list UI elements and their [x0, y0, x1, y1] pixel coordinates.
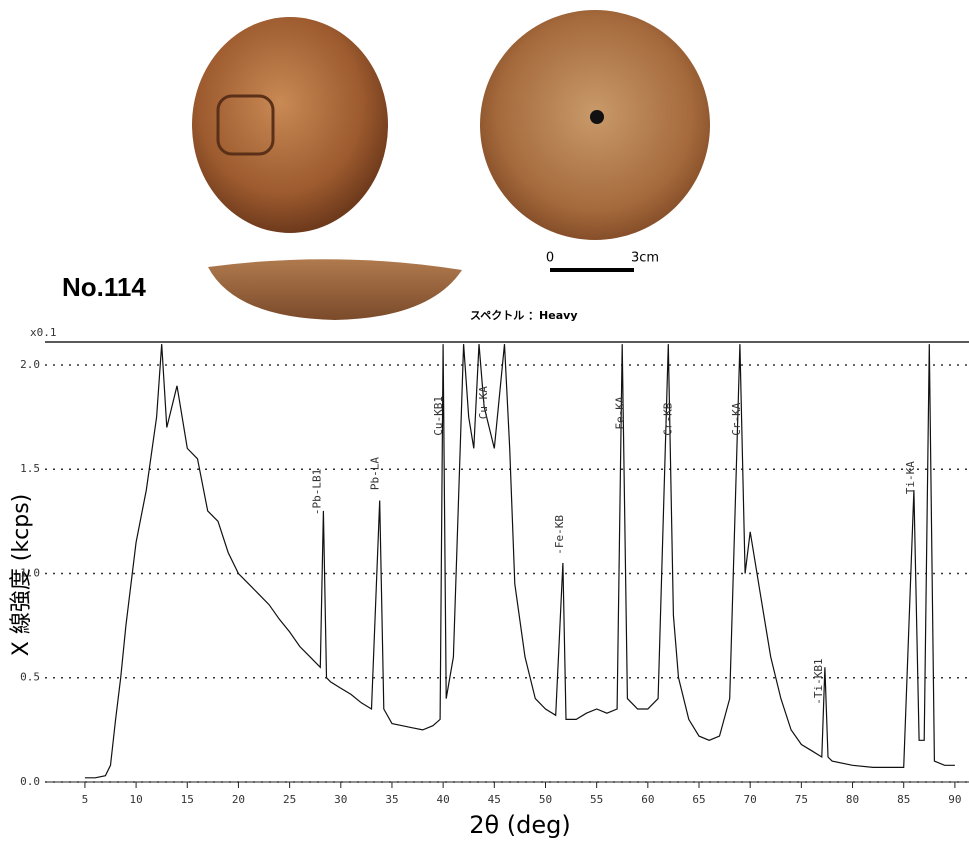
photo-hole — [590, 110, 604, 124]
photo-top — [192, 17, 388, 233]
x-tick-label: 15 — [181, 793, 194, 806]
x-tick-label: 70 — [744, 793, 757, 806]
photo-bottom — [480, 10, 710, 240]
sample-label: No.114 — [62, 272, 146, 302]
x-tick-label: 75 — [795, 793, 808, 806]
photos — [192, 10, 710, 320]
peak-label: Ti-KA — [904, 461, 917, 494]
y-tick-label: 1.5 — [20, 462, 40, 475]
spectrum-label: スペクトル ：Heavy — [470, 309, 578, 322]
y-multiplier: x0.1 — [30, 326, 57, 339]
y-tick-label: 0.5 — [20, 671, 40, 684]
x-tick-label: 60 — [641, 793, 654, 806]
x-tick-label: 80 — [846, 793, 859, 806]
x-tick-label: 65 — [692, 793, 705, 806]
peak-label: -Ti-KB1 — [812, 658, 825, 704]
peak-label: -Pb-LB1 — [310, 469, 323, 515]
scale-length: 3cm — [631, 251, 659, 266]
x-tick-label: 90 — [948, 793, 961, 806]
x-tick-label: 50 — [539, 793, 552, 806]
spectrum-line — [84, 344, 955, 779]
x-tick-label: 10 — [129, 793, 142, 806]
x-tick-label: 55 — [590, 793, 603, 806]
x-tick-label: 45 — [488, 793, 501, 806]
x-tick-label: 25 — [283, 793, 296, 806]
x-tick-label: 40 — [437, 793, 450, 806]
scale-zero: 0 — [546, 251, 554, 266]
peak-label: Cr-KA — [730, 402, 743, 435]
y-tick-label: 2.0 — [20, 358, 40, 371]
photo-detail — [216, 94, 275, 156]
y-axis-label: X 線強度 (kcps) — [9, 494, 34, 657]
y-tick-label: 0.0 — [20, 775, 40, 788]
y-tick-label: 1.0 — [20, 566, 40, 579]
x-tick-label: 85 — [897, 793, 910, 806]
x-tick-label: 30 — [334, 793, 347, 806]
x-axis-label: 2θ (deg) — [469, 811, 571, 839]
peak-label: Fe-KA — [613, 396, 626, 429]
peak-label: -Fe-KB — [553, 515, 566, 555]
peak-label: Cu-KB1 — [432, 396, 445, 436]
x-tick-label: 35 — [385, 793, 398, 806]
peak-label: Pb-LA — [369, 457, 382, 490]
plot: 0.0 0.5 1.0 1.5 2.0 5 10 15 20 25 30 35 40 45 50 55 60 65… — [20, 341, 969, 806]
photo-side — [208, 259, 462, 320]
x-tick-label: 5 — [82, 793, 89, 806]
peak-label: Cr-KB — [661, 402, 674, 435]
x-tick-label: 20 — [232, 793, 245, 806]
peak-label: Cu-KA — [477, 386, 490, 419]
